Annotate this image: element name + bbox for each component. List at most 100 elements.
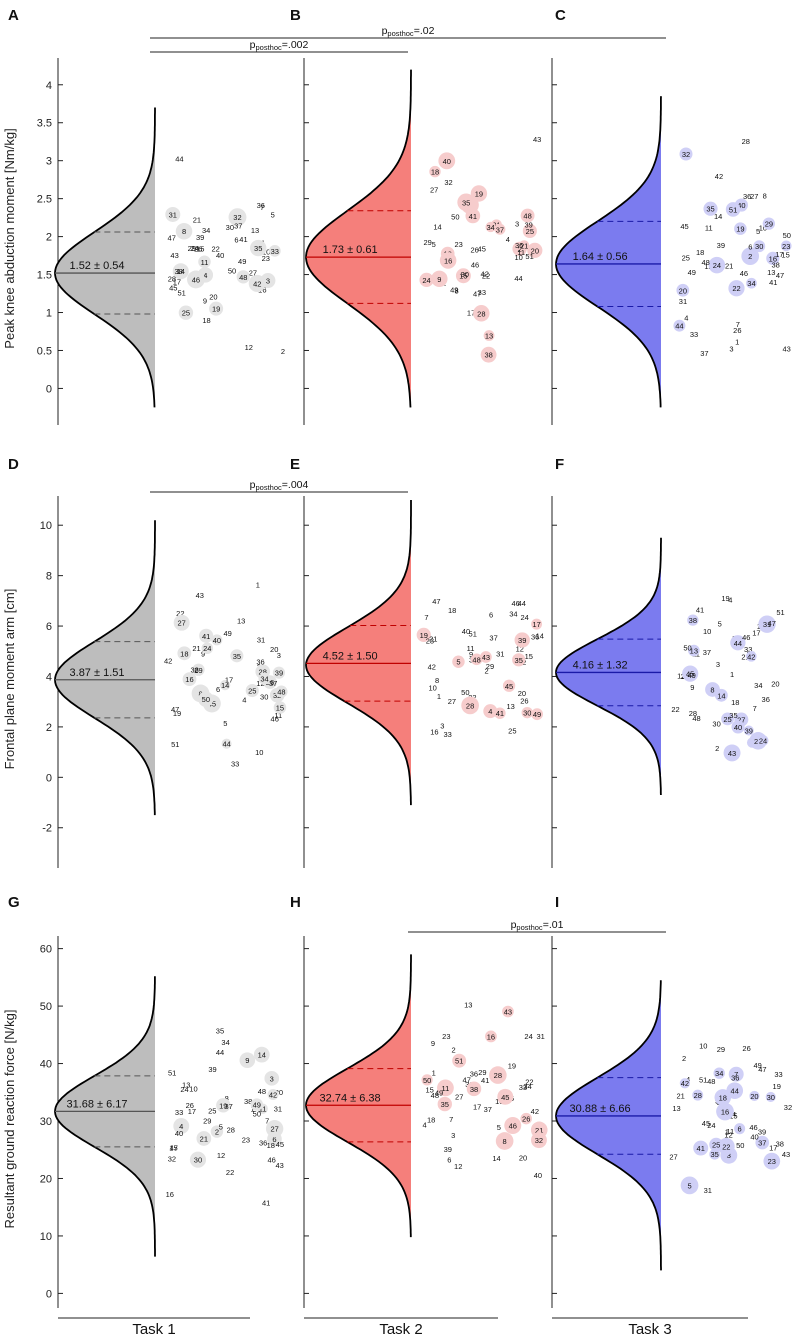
subject-points: 1234567891011121314151617181920212223242… bbox=[416, 597, 544, 739]
subject-id: 23 bbox=[426, 636, 434, 645]
violin-outline bbox=[54, 976, 156, 1257]
subject-id: 23 bbox=[455, 240, 463, 249]
subject-id: 3 bbox=[716, 660, 720, 669]
subject-id: 31 bbox=[274, 1105, 282, 1114]
subject-marker bbox=[201, 642, 214, 655]
subject-id: 20 bbox=[679, 286, 687, 295]
violin-body bbox=[55, 976, 155, 1257]
subject-id: 42 bbox=[681, 1079, 689, 1088]
subject-marker bbox=[437, 1079, 454, 1097]
subject-id: 38 bbox=[244, 1097, 252, 1106]
subject-id: 41 bbox=[481, 1076, 489, 1085]
subject-id: 26 bbox=[194, 244, 202, 253]
subject-id: 36 bbox=[531, 632, 539, 641]
subject-id: 37 bbox=[496, 225, 504, 234]
subject-id: 10 bbox=[262, 247, 270, 256]
subject-id: 48 bbox=[707, 1077, 715, 1086]
subject-id: 34 bbox=[487, 223, 495, 232]
subject-id: 50 bbox=[423, 1076, 431, 1085]
subject-id: 16 bbox=[769, 254, 777, 263]
subject-id: 12 bbox=[245, 343, 253, 352]
y-tick-label: 20 bbox=[40, 1173, 52, 1185]
subject-id: 2 bbox=[682, 1054, 686, 1063]
subject-id: 46 bbox=[271, 715, 279, 724]
subject-marker bbox=[749, 1090, 760, 1102]
violin-outline bbox=[54, 107, 156, 408]
subject-id: 5 bbox=[219, 1122, 223, 1131]
subject-id: 25 bbox=[682, 253, 690, 262]
subject-id: 43 bbox=[504, 1008, 512, 1017]
subject-id: 35 bbox=[706, 205, 714, 214]
subject-id: 5 bbox=[223, 719, 227, 728]
subject-id: 30 bbox=[194, 1156, 202, 1165]
subject-id: 7 bbox=[260, 203, 264, 212]
y-tick-label: 60 bbox=[40, 944, 52, 956]
mean-sd-label: 1.64 ± 0.56 bbox=[573, 251, 628, 263]
subject-id: 44 bbox=[518, 599, 526, 608]
subject-id: 46 bbox=[742, 633, 750, 642]
x-category-label: Task 3 bbox=[628, 1321, 671, 1338]
subject-id: 15 bbox=[459, 272, 467, 281]
subject-id: 13 bbox=[672, 1104, 680, 1113]
subject-id: 38 bbox=[484, 351, 492, 360]
subject-id: 38 bbox=[776, 1139, 784, 1148]
subject-id: 44 bbox=[675, 322, 683, 331]
subject-points: 1234567891011121314151617181920212223242… bbox=[669, 1041, 792, 1195]
panel-letter: C bbox=[555, 7, 566, 24]
subject-id: 33 bbox=[175, 1108, 183, 1117]
subject-id: 12 bbox=[454, 1162, 462, 1171]
subject-id: 12 bbox=[256, 679, 264, 688]
subject-marker bbox=[429, 165, 441, 178]
subject-id: 42 bbox=[747, 652, 755, 661]
subject-id: 38 bbox=[470, 1085, 478, 1094]
subject-marker bbox=[692, 1089, 704, 1101]
subject-marker bbox=[466, 1081, 482, 1097]
subject-marker bbox=[755, 1135, 770, 1150]
significance-label: pposthoc=.01 bbox=[511, 919, 564, 932]
subject-id: 40 bbox=[734, 723, 742, 732]
subject-id: 16 bbox=[185, 675, 193, 684]
subject-id: 36 bbox=[515, 241, 523, 250]
subject-id: 4 bbox=[422, 1120, 426, 1129]
subject-id: 11 bbox=[442, 1084, 450, 1093]
significance-label: pposthoc=.002 bbox=[250, 39, 309, 52]
subject-id: 8 bbox=[454, 286, 458, 295]
subject-id: 7 bbox=[265, 1116, 269, 1125]
subject-id: 14 bbox=[221, 681, 229, 690]
subject-points: 1234567891011121314151617181920212223242… bbox=[419, 135, 543, 363]
subject-id: 15 bbox=[169, 1144, 177, 1153]
subject-id: 10 bbox=[255, 748, 263, 757]
mean-sd-label: 4.16 ± 1.32 bbox=[573, 659, 628, 671]
violin-body bbox=[306, 954, 411, 1238]
subject-id: 19 bbox=[736, 225, 744, 234]
subject-id: 38 bbox=[689, 616, 697, 625]
y-tick-label: 10 bbox=[40, 520, 52, 532]
subject-marker bbox=[518, 240, 530, 251]
subject-id: 37 bbox=[269, 679, 277, 688]
subject-id: 23 bbox=[442, 1032, 450, 1041]
subject-id: 34 bbox=[202, 226, 210, 235]
subject-id: 25 bbox=[712, 1141, 720, 1150]
subject-id: 14 bbox=[714, 212, 722, 221]
subject-id: 45 bbox=[686, 670, 694, 679]
subject-marker bbox=[236, 270, 250, 284]
subject-marker bbox=[743, 725, 754, 736]
subject-id: 3 bbox=[270, 1074, 274, 1083]
subject-marker bbox=[765, 1091, 776, 1102]
subject-id: 4 bbox=[242, 696, 246, 705]
subject-id: 50 bbox=[683, 644, 691, 653]
subject-id: 4 bbox=[684, 313, 688, 322]
subject-marker bbox=[192, 663, 205, 676]
subject-id: 33 bbox=[231, 759, 239, 768]
subject-id: 50 bbox=[736, 1141, 744, 1150]
y-tick-label: 0 bbox=[46, 1288, 52, 1300]
panel-letter: E bbox=[290, 456, 300, 473]
subject-id: 33 bbox=[443, 730, 451, 739]
subject-id: 8 bbox=[710, 685, 714, 694]
subject-id: 47 bbox=[170, 1143, 178, 1152]
significance-label: pposthoc=.02 bbox=[382, 25, 435, 38]
subject-id: 44 bbox=[175, 155, 183, 164]
subject-id: 19 bbox=[173, 709, 181, 718]
subject-id: 34 bbox=[747, 279, 755, 288]
subject-marker bbox=[531, 618, 543, 630]
